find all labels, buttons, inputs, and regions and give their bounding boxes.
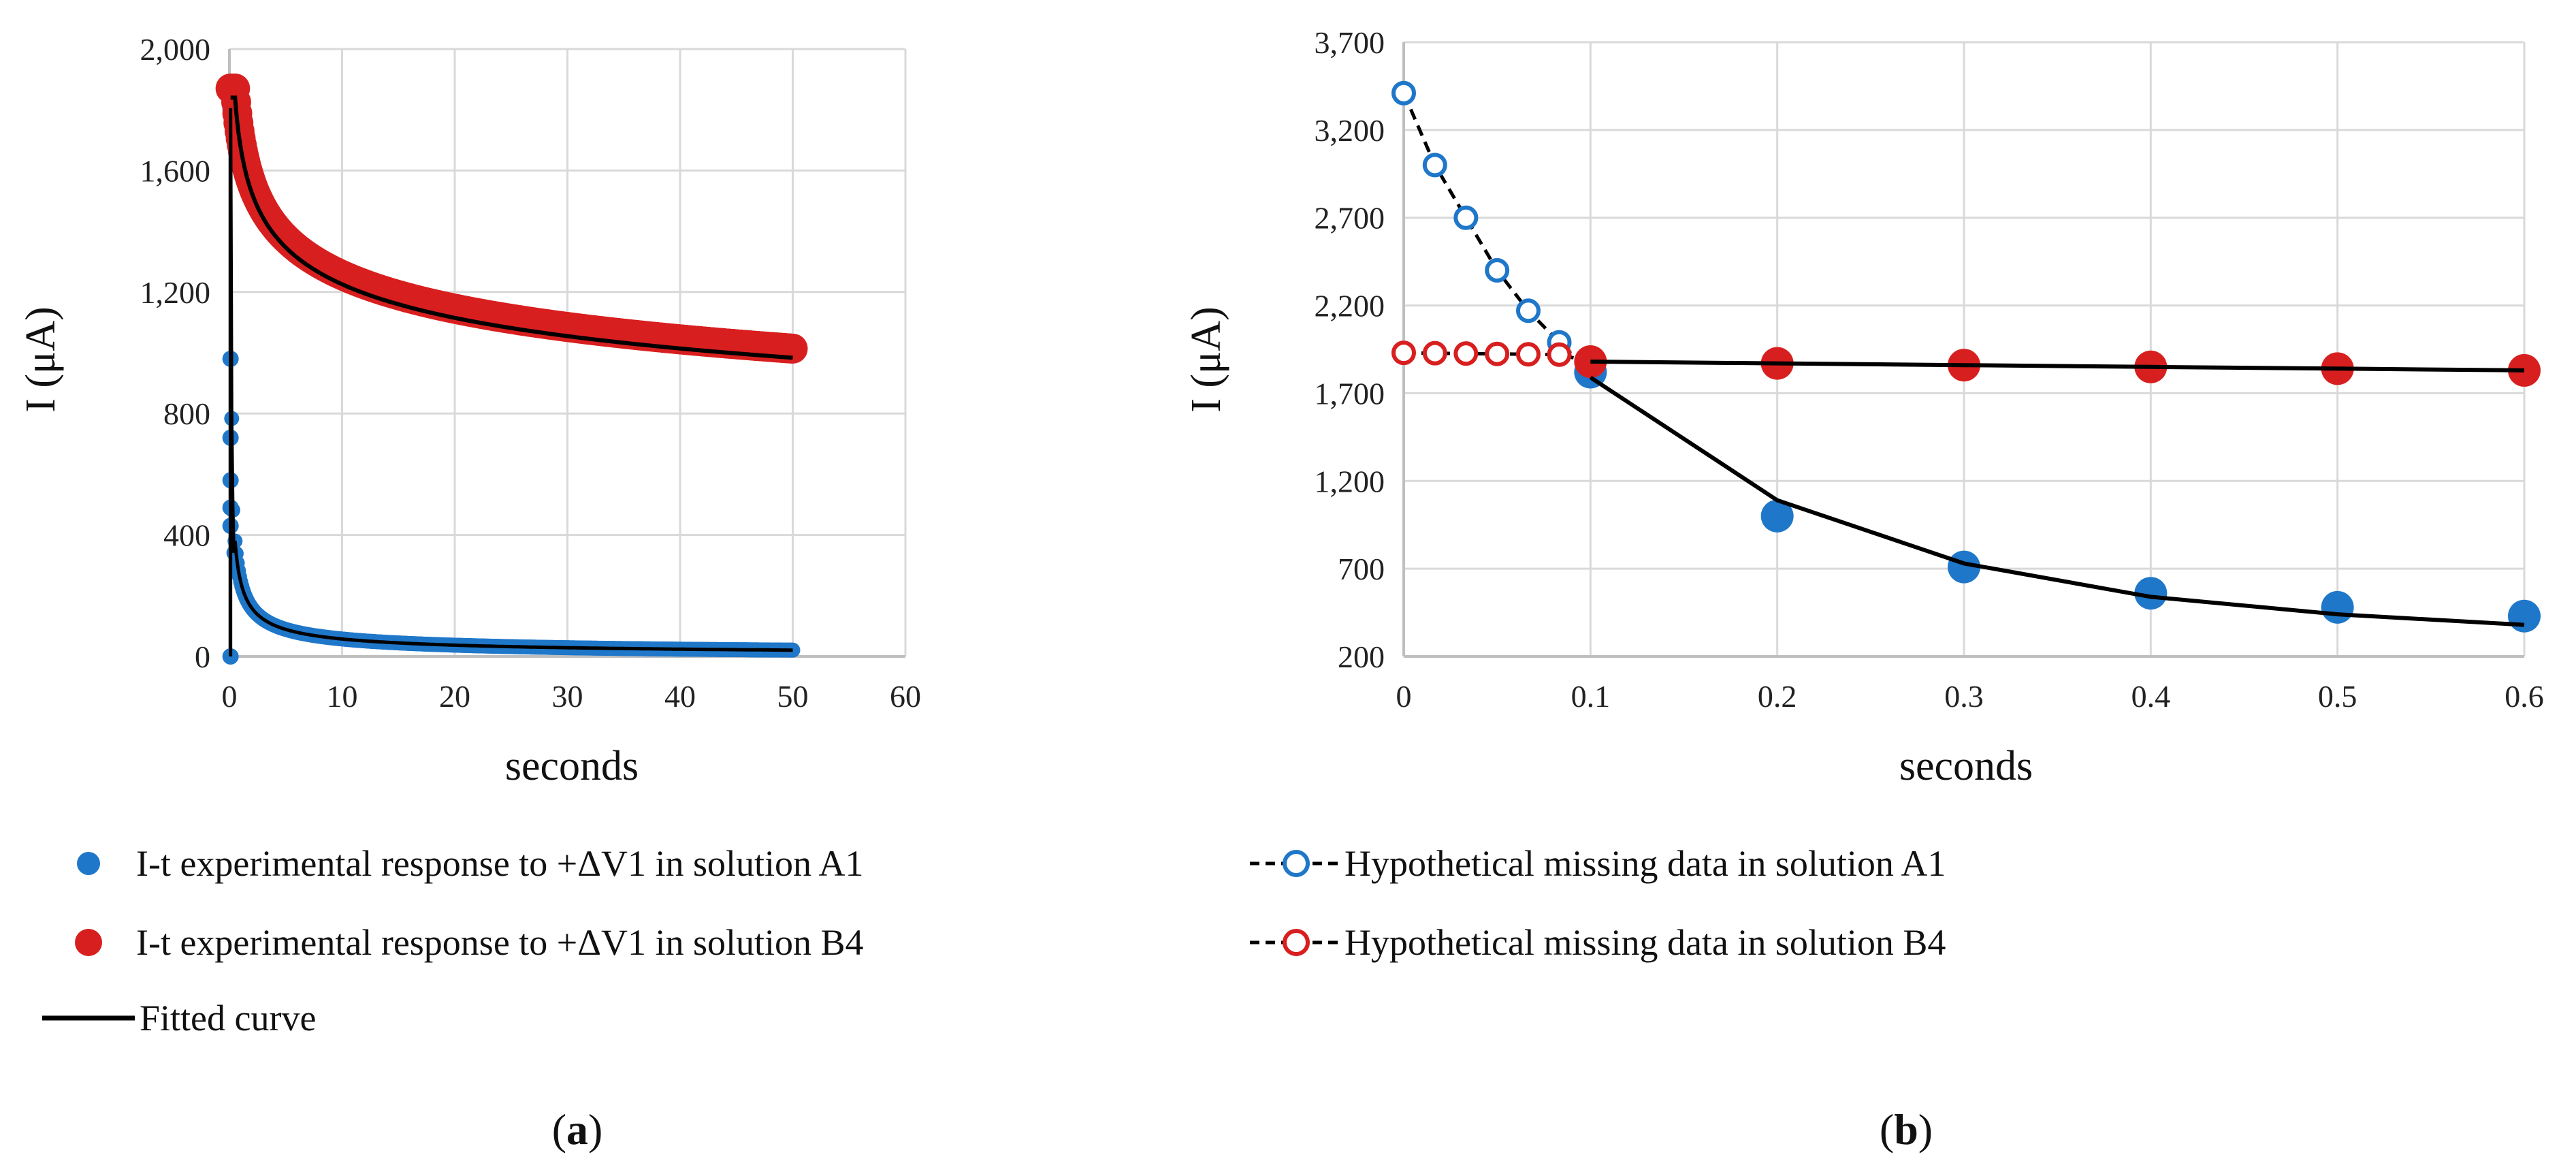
panel-b-x-axis-title: seconds <box>1899 743 2033 789</box>
x-tick-label: 0.6 <box>2505 679 2544 714</box>
panel-b: 0 0.1 0.2 0.3 0.4 0.5 0.6 200 700 1,200 1,700 2,200… <box>1183 25 2544 789</box>
y-tick-label: 2,000 <box>140 32 211 67</box>
x-tick-label: 0 <box>1396 679 1412 714</box>
legend-item-hypothetical-a1: Hypothetical missing data in solution A1 <box>1250 843 1946 884</box>
data-point-hypothetical-missing-data-in-solution-b4 <box>1547 342 1572 367</box>
panel-a-x-axis-title: seconds <box>505 743 639 789</box>
y-tick-label: 2,200 <box>1315 289 1385 323</box>
panel-a-y-axis-title: I (μA) <box>18 306 64 412</box>
panel-label-b-close: ) <box>1918 1105 1933 1154</box>
panel-label-b: (b) <box>1880 1105 1933 1154</box>
legend-marker-b4 <box>75 929 102 956</box>
legend-item-b4-experimental: I-t experimental response to +ΔV1 in sol… <box>75 922 864 963</box>
x-tick-label: 0.2 <box>1758 679 1797 714</box>
x-tick-label: 0.5 <box>2318 679 2357 714</box>
legend-item-hypothetical-b4: Hypothetical missing data in solution B4 <box>1250 922 1946 963</box>
data-point-hypothetical-missing-data-in-solution-b4 <box>1485 341 1510 366</box>
data-point-i-t-experimental-response-to-v1-in-solution-a1 <box>1760 499 1794 533</box>
y-tick-label: 700 <box>1338 552 1385 586</box>
y-tick-label: 0 <box>195 639 210 674</box>
panel-label-a-open: ( <box>552 1105 566 1154</box>
y-tick-label: 1,700 <box>1315 376 1385 411</box>
panel-label-a-close: ) <box>588 1105 602 1154</box>
panel-b-y-axis-title: I (μA) <box>1183 306 1229 412</box>
legend-label: I-t experimental response to +ΔV1 in sol… <box>136 843 864 884</box>
panel-label-b-letter: b <box>1894 1105 1918 1154</box>
data-point-hypothetical-missing-data-in-solution-b4 <box>1391 340 1416 366</box>
y-tick-label: 3,700 <box>1315 25 1385 60</box>
legend-label: Fitted curve <box>140 998 316 1038</box>
x-tick-label: 20 <box>439 679 470 714</box>
data-point-hypothetical-missing-data-in-solution-a1 <box>1391 80 1416 106</box>
data-point-hypothetical-missing-data-in-solution-a1 <box>1485 258 1510 283</box>
data-point-hypothetical-missing-data-in-solution-b4 <box>1453 341 1479 366</box>
data-point-hypothetical-missing-data-in-solution-b4 <box>1422 340 1447 366</box>
legend-marker-a1 <box>77 852 100 875</box>
x-tick-label: 0.1 <box>1571 679 1611 714</box>
data-point-i-t-experimental-response-to-v1-in-solution-a1 <box>2134 577 2168 610</box>
series-line-hypothetical-missing-data-in-solution-a1 <box>1402 92 1592 374</box>
legend-open-marker-b4 <box>1283 929 1310 956</box>
panel-a: 0 10 20 30 40 50 60 0 400 800 1,200 1,600 2,000 seco… <box>18 32 921 789</box>
panel-a-tick-labels: 0 10 20 30 40 50 60 0 400 800 1,200 1,600 2,000 <box>140 32 922 714</box>
legend-label: Hypothetical missing data in solution B4 <box>1345 922 1946 963</box>
data-point-b4 <box>777 333 808 364</box>
legend-item-a1-experimental: I-t experimental response to +ΔV1 in sol… <box>77 843 864 884</box>
data-point-i-t-experimental-response-to-v1-in-solution-a1 <box>2508 599 2541 633</box>
fitted-curve-b4 <box>230 95 793 360</box>
data-point-hypothetical-missing-data-in-solution-a1 <box>1515 298 1541 323</box>
y-tick-label: 1,600 <box>140 153 211 188</box>
x-tick-label: 60 <box>890 679 921 714</box>
panel-label-a: (a) <box>552 1105 603 1154</box>
x-tick-label: 40 <box>664 679 696 714</box>
y-tick-label: 800 <box>163 396 210 431</box>
panel-a-series <box>215 73 808 665</box>
legend-item-fitted-curve: Fitted curve <box>42 998 316 1038</box>
legend-label: I-t experimental response to +ΔV1 in sol… <box>136 922 864 963</box>
legend-open-marker-a1 <box>1283 850 1310 877</box>
data-point-hypothetical-missing-data-in-solution-a1 <box>1422 153 1447 178</box>
y-tick-label: 200 <box>1338 639 1385 674</box>
series-line-fitted-curve-a1 <box>1589 375 2525 627</box>
x-tick-label: 50 <box>777 679 809 714</box>
data-point-hypothetical-missing-data-in-solution-a1 <box>1453 205 1479 230</box>
data-point-i-t-experimental-response-to-v1-in-solution-b4 <box>2508 353 2541 387</box>
data-point-hypothetical-missing-data-in-solution-b4 <box>1515 342 1541 367</box>
panel-label-b-open: ( <box>1880 1105 1894 1154</box>
y-tick-label: 3,200 <box>1315 113 1385 148</box>
panel-b-series <box>1391 80 2541 633</box>
x-tick-label: 30 <box>552 679 583 714</box>
y-tick-label: 1,200 <box>140 275 211 310</box>
data-point-i-t-experimental-response-to-v1-in-solution-a1 <box>2321 590 2354 624</box>
y-tick-label: 2,700 <box>1315 201 1385 236</box>
panel-b-tick-labels: 0 0.1 0.2 0.3 0.4 0.5 0.6 200 700 1,200 1,700 2,200… <box>1315 25 2544 714</box>
x-tick-label: 0.4 <box>2131 679 2171 714</box>
x-tick-label: 0.3 <box>1944 679 1984 714</box>
fitted-curve-a1 <box>229 108 793 656</box>
series-line-fitted-curve-b4 <box>1590 360 2525 372</box>
panel-label-a-letter: a <box>566 1105 588 1154</box>
legend: I-t experimental response to +ΔV1 in sol… <box>42 843 1946 1038</box>
y-tick-label: 1,200 <box>1315 464 1385 498</box>
x-tick-label: 10 <box>327 679 358 714</box>
legend-label: Hypothetical missing data in solution A1 <box>1345 843 1946 884</box>
y-tick-label: 400 <box>163 518 210 553</box>
x-tick-label: 0 <box>222 679 238 714</box>
